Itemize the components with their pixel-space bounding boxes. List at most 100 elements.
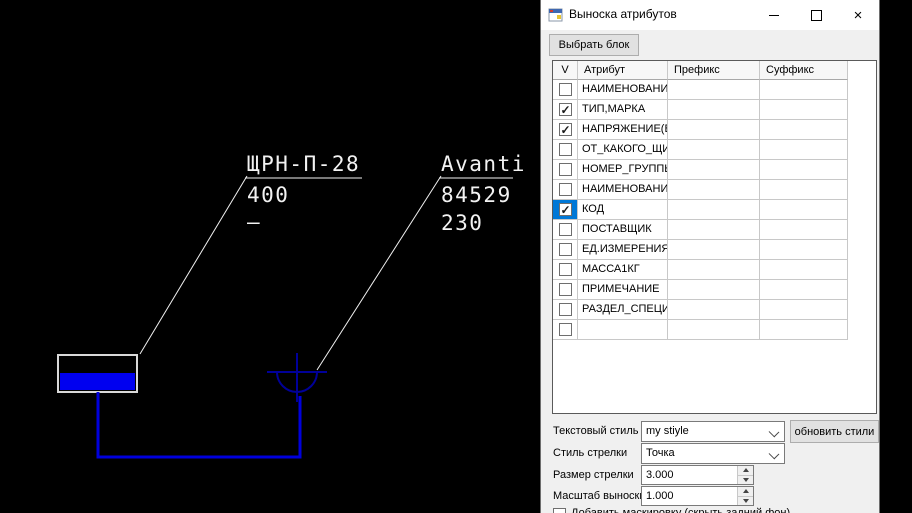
row-check-cell[interactable] — [553, 120, 578, 140]
row-check-cell[interactable] — [553, 100, 578, 120]
row-suffix-cell[interactable] — [760, 100, 848, 120]
arrow-size-input[interactable]: 3.000 — [641, 465, 754, 485]
row-checkbox[interactable] — [558, 101, 572, 119]
row-checkbox[interactable] — [558, 163, 572, 176]
row-attribute-cell[interactable]: НАПРЯЖЕНИЕ(В) — [578, 120, 668, 140]
row-checkbox[interactable] — [558, 263, 572, 276]
row-check-cell[interactable] — [553, 80, 578, 100]
row-checkbox[interactable] — [558, 121, 572, 139]
row-check-cell[interactable] — [553, 280, 578, 300]
row-filler-cell — [848, 320, 876, 340]
column-header-prefix[interactable]: Префикс — [668, 61, 760, 80]
row-suffix-cell[interactable] — [760, 160, 848, 180]
row-attribute-cell[interactable]: ПОСТАВЩИК — [578, 220, 668, 240]
panel-symbol[interactable] — [57, 354, 138, 393]
row-attribute-cell[interactable]: ЕД.ИЗМЕРЕНИЯ — [578, 240, 668, 260]
row-checkbox[interactable] — [558, 183, 572, 196]
row-check-cell[interactable] — [553, 140, 578, 160]
row-prefix-cell[interactable] — [668, 220, 760, 240]
row-suffix-cell[interactable] — [760, 200, 848, 220]
row-attribute-cell[interactable]: КОД — [578, 200, 668, 220]
callout-text-lamp[interactable]: Avanti 84529 230 — [441, 152, 526, 235]
row-suffix-cell[interactable] — [760, 320, 848, 340]
row-suffix-cell[interactable] — [760, 220, 848, 240]
grid-row-label: НАИМЕНОВАНИЕ_ — [582, 183, 668, 195]
row-checkbox[interactable] — [558, 83, 572, 96]
callout-leader-panel[interactable] — [139, 175, 362, 355]
stepper-up-button[interactable] — [738, 466, 753, 475]
row-checkbox[interactable] — [558, 303, 572, 316]
column-header-attribute[interactable]: Атрибут — [578, 61, 668, 80]
row-check-cell[interactable] — [553, 300, 578, 320]
mask-checkbox-row[interactable]: Добавить маскировку (скрыть задний фон) — [553, 507, 790, 513]
arrow-style-combobox[interactable]: Точка — [641, 443, 785, 464]
grid-row-label: РАЗДЕЛ_СПЕЦИФ — [582, 303, 667, 315]
leader-scale-label: Масштаб выноски — [553, 490, 646, 502]
grid-row-label: ТИП,МАРКА — [582, 103, 646, 115]
row-prefix-cell[interactable] — [668, 200, 760, 220]
row-check-cell[interactable] — [553, 160, 578, 180]
row-suffix-cell[interactable] — [760, 280, 848, 300]
callout-text-panel[interactable]: ЩРН-П-28 400 – — [247, 152, 360, 234]
lamp-symbol[interactable] — [267, 353, 327, 402]
row-check-cell[interactable] — [553, 220, 578, 240]
column-header-check[interactable]: V — [553, 61, 578, 80]
column-header-suffix[interactable]: Суффикс — [760, 61, 848, 80]
leader-scale-input[interactable]: 1.000 — [641, 486, 754, 506]
mask-checkbox[interactable] — [553, 508, 566, 513]
row-suffix-cell[interactable] — [760, 300, 848, 320]
maximize-button[interactable] — [795, 0, 837, 30]
row-checkbox[interactable] — [558, 283, 572, 296]
stepper-up-button[interactable] — [738, 487, 753, 496]
dialog-titlebar[interactable]: Выноска атрибутов × — [541, 0, 879, 30]
row-suffix-cell[interactable] — [760, 260, 848, 280]
row-checkbox[interactable] — [558, 323, 572, 336]
row-attribute-cell[interactable]: ОТ_КАКОГО_ЩИТ. — [578, 140, 668, 160]
stepper-down-button[interactable] — [738, 495, 753, 505]
row-check-cell[interactable] — [553, 260, 578, 280]
row-prefix-cell[interactable] — [668, 300, 760, 320]
row-suffix-cell[interactable] — [760, 240, 848, 260]
update-styles-button[interactable]: обновить стили — [790, 420, 879, 443]
row-prefix-cell[interactable] — [668, 280, 760, 300]
minimize-button[interactable] — [753, 0, 795, 30]
callout-leader-lamp[interactable] — [316, 175, 513, 371]
row-prefix-cell[interactable] — [668, 80, 760, 100]
stepper-down-button[interactable] — [738, 474, 753, 484]
row-attribute-cell[interactable]: НАИМЕНОВАНИЕ — [578, 80, 668, 100]
row-check-cell[interactable] — [553, 240, 578, 260]
select-block-button[interactable]: Выбрать блок — [549, 34, 639, 56]
row-check-cell[interactable] — [553, 180, 578, 200]
row-attribute-cell[interactable]: НОМЕР_ГРУППЫ — [578, 160, 668, 180]
row-attribute-cell[interactable] — [578, 320, 668, 340]
row-prefix-cell[interactable] — [668, 120, 760, 140]
row-check-cell[interactable] — [553, 320, 578, 340]
row-attribute-cell[interactable]: МАССА1КГ — [578, 260, 668, 280]
row-suffix-cell[interactable] — [760, 180, 848, 200]
row-attribute-cell[interactable]: ТИП,МАРКА — [578, 100, 668, 120]
arrow-size-label: Размер стрелки — [553, 469, 634, 481]
wire[interactable] — [96, 392, 302, 459]
row-checkbox[interactable] — [558, 243, 572, 256]
row-check-cell[interactable] — [553, 200, 578, 220]
row-prefix-cell[interactable] — [668, 240, 760, 260]
row-filler-cell — [848, 160, 876, 180]
row-checkbox[interactable] — [558, 201, 572, 219]
cad-viewport[interactable]: ЩРН-П-28 400 – Avanti 84529 230 — [0, 0, 540, 513]
row-attribute-cell[interactable]: НАИМЕНОВАНИЕ_ — [578, 180, 668, 200]
row-prefix-cell[interactable] — [668, 320, 760, 340]
row-suffix-cell[interactable] — [760, 140, 848, 160]
text-style-combobox[interactable]: my stiyle — [641, 421, 785, 442]
row-suffix-cell[interactable] — [760, 80, 848, 100]
row-attribute-cell[interactable]: РАЗДЕЛ_СПЕЦИФ — [578, 300, 668, 320]
row-prefix-cell[interactable] — [668, 140, 760, 160]
close-button[interactable]: × — [837, 0, 879, 30]
row-prefix-cell[interactable] — [668, 180, 760, 200]
row-prefix-cell[interactable] — [668, 160, 760, 180]
row-checkbox[interactable] — [558, 223, 572, 236]
row-suffix-cell[interactable] — [760, 120, 848, 140]
row-prefix-cell[interactable] — [668, 260, 760, 280]
row-attribute-cell[interactable]: ПРИМЕЧАНИЕ — [578, 280, 668, 300]
row-checkbox[interactable] — [558, 143, 572, 156]
row-prefix-cell[interactable] — [668, 100, 760, 120]
